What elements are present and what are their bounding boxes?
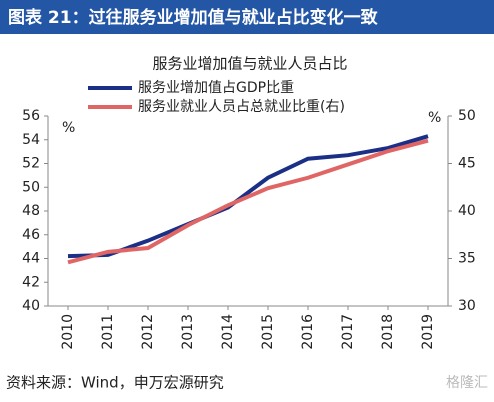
y-tick-label: 52 [22,156,40,172]
y-unit: % [62,120,75,136]
source: 资料来源：Wind，申万宏源研究 [6,374,224,392]
x-tick-label: 2010 [60,314,76,350]
y2-tick-label: 35 [458,251,476,267]
y-tick-label: 46 [22,227,40,243]
watermark: 格隆汇 [446,375,488,391]
y2-tick-label: 45 [458,156,476,172]
y-tick-label: 42 [22,274,40,290]
y-tick-label: 56 [22,108,40,124]
header: 图表 21：过往服务业增加值与就业占比变化一致 [8,7,379,28]
legend-label: 服务业增加值占GDP比重 [138,80,294,96]
y-tick-label: 54 [22,132,40,148]
x-tick-label: 2018 [380,314,396,350]
legend-label: 服务业就业人员占总就业比重(右) [138,99,345,115]
x-tick-label: 2016 [300,314,316,350]
y-tick-label: 48 [22,203,40,219]
y-tick-label: 44 [22,251,40,267]
x-tick-label: 2019 [420,314,436,350]
chart-title: 服务业增加值与就业人员占比 [152,55,347,73]
x-tick-label: 2011 [100,314,116,350]
y-tick-label: 40 [22,298,40,314]
x-tick-label: 2015 [260,314,276,350]
x-tick-label: 2013 [180,314,196,350]
x-tick-label: 2012 [140,314,156,350]
y-tick-label: 50 [22,179,40,195]
series-line [67,134,429,259]
y2-tick-label: 40 [458,203,476,219]
y2-tick-label: 30 [458,298,476,314]
y2-unit: % [428,110,441,126]
series-line [67,138,429,265]
y2-tick-label: 50 [458,108,476,124]
x-tick-label: 2017 [340,314,356,350]
header-bar [0,0,494,34]
x-tick-label: 2014 [220,314,236,350]
